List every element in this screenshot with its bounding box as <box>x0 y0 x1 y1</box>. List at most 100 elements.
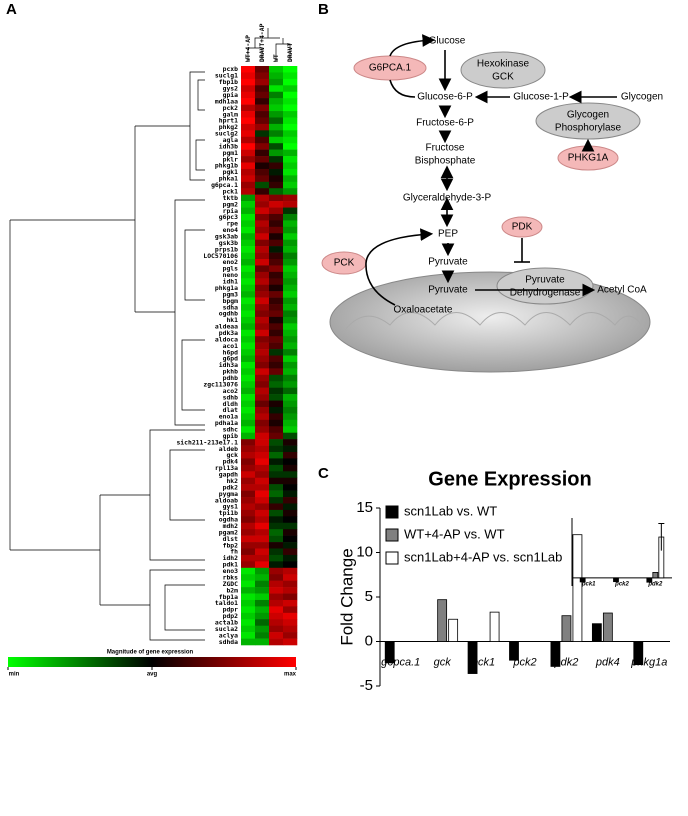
heat-cell <box>269 426 284 433</box>
heat-cell <box>255 477 270 485</box>
heat-cell <box>283 374 298 382</box>
gene-label: sdha <box>223 303 239 311</box>
heat-cell <box>241 509 256 517</box>
gene-label: b2m <box>226 586 238 594</box>
gene-label: aco2 <box>223 387 239 395</box>
heat-cell <box>255 452 270 459</box>
heat-cell <box>283 419 298 427</box>
heat-cell <box>269 117 284 125</box>
heat-cell <box>283 111 298 118</box>
gene-label: suclg2 <box>215 130 238 138</box>
heat-cell <box>283 130 298 138</box>
heat-cell <box>255 246 270 253</box>
heat-cell <box>269 72 284 80</box>
heat-cell <box>269 406 284 414</box>
heat-cell <box>283 406 298 414</box>
heat-cell <box>283 278 298 286</box>
heat-cell <box>255 484 270 491</box>
gene-label: pgm3 <box>223 290 239 298</box>
colorbar-title: Magnitude of gene expression <box>107 650 194 656</box>
gene-label: idh3b <box>219 142 238 150</box>
gene-label: pgm2 <box>223 200 239 208</box>
column-label: WT <box>272 54 280 62</box>
heat-cell <box>241 484 256 491</box>
gene-label: gapdh <box>219 471 238 479</box>
heat-cell <box>269 349 284 356</box>
heat-cell <box>283 542 298 549</box>
heat-cell <box>241 252 256 260</box>
x-tick-label: pck1 <box>581 582 596 588</box>
heat-cell <box>283 323 298 331</box>
heat-cell <box>255 143 270 150</box>
heat-cell <box>241 464 256 472</box>
heat-cell <box>255 516 270 524</box>
legend-label: scn1Lab+4-AP vs. scn1Lab <box>404 549 562 564</box>
bar <box>633 641 644 666</box>
heat-cell <box>269 252 284 260</box>
gene-label: pdhb <box>223 374 239 382</box>
heat-cell <box>269 516 284 524</box>
gene-label: eno1a <box>219 413 238 421</box>
heat-cell <box>269 445 284 453</box>
heat-cell <box>241 162 256 170</box>
heat-cell <box>269 143 284 150</box>
node-label: Glucose <box>429 36 466 47</box>
heat-cell <box>269 355 284 363</box>
heat-cell <box>241 458 256 466</box>
heat-cell <box>269 599 284 607</box>
heat-cell <box>269 535 284 543</box>
heat-cell <box>255 271 270 279</box>
heat-cell <box>241 181 256 189</box>
gene-label: acta1b <box>215 618 238 626</box>
heat-cell <box>283 413 298 421</box>
heat-cell <box>283 619 298 626</box>
gene-label: g6pca.1 <box>211 181 238 189</box>
heat-cell <box>283 91 298 99</box>
bar <box>561 615 572 642</box>
gene-label: phkg1b <box>215 162 238 170</box>
dendrogram <box>9 28 291 641</box>
heat-cell <box>255 136 270 144</box>
gene-label: pklr <box>223 155 239 163</box>
heat-cell <box>241 149 256 157</box>
heat-cell <box>255 156 270 163</box>
heat-cell <box>255 503 270 511</box>
heat-cell <box>255 123 270 131</box>
bar <box>550 641 561 667</box>
gene-label: pgm1 <box>223 149 239 157</box>
heat-cell <box>255 458 270 466</box>
heat-cell <box>269 638 284 646</box>
heat-cell <box>269 606 284 614</box>
heat-cell <box>269 509 284 517</box>
heat-cell <box>283 445 298 453</box>
heat-cell <box>255 297 270 305</box>
heat-cell <box>255 98 270 105</box>
heat-cell <box>255 117 270 125</box>
heat-cell <box>255 632 270 639</box>
node-label: Glycogen <box>621 92 663 103</box>
heat-cell <box>283 580 298 588</box>
heat-cell <box>241 445 256 453</box>
heat-cell <box>255 497 270 504</box>
heat-cell <box>283 477 298 485</box>
heat-cell <box>269 123 284 131</box>
heat-cell <box>269 278 284 286</box>
gene-label: rpe <box>226 220 238 228</box>
heat-cell <box>255 104 270 112</box>
heat-cell <box>241 522 256 530</box>
heat-cell <box>283 66 298 73</box>
gene-label: gys1 <box>223 503 239 511</box>
heat-cell <box>241 529 256 536</box>
heat-cell <box>283 567 298 575</box>
heat-cell <box>269 213 284 221</box>
node-label: G6PCA.1 <box>369 63 412 74</box>
colorbar-label: max <box>284 672 297 678</box>
y-tick-label: 5 <box>365 588 373 605</box>
heat-cell <box>255 593 270 601</box>
heat-cell <box>241 78 256 86</box>
heat-cell <box>283 394 298 401</box>
heat-cell <box>241 117 256 125</box>
heat-cell <box>241 111 256 118</box>
heat-cell <box>269 625 284 633</box>
heat-cell <box>283 497 298 504</box>
